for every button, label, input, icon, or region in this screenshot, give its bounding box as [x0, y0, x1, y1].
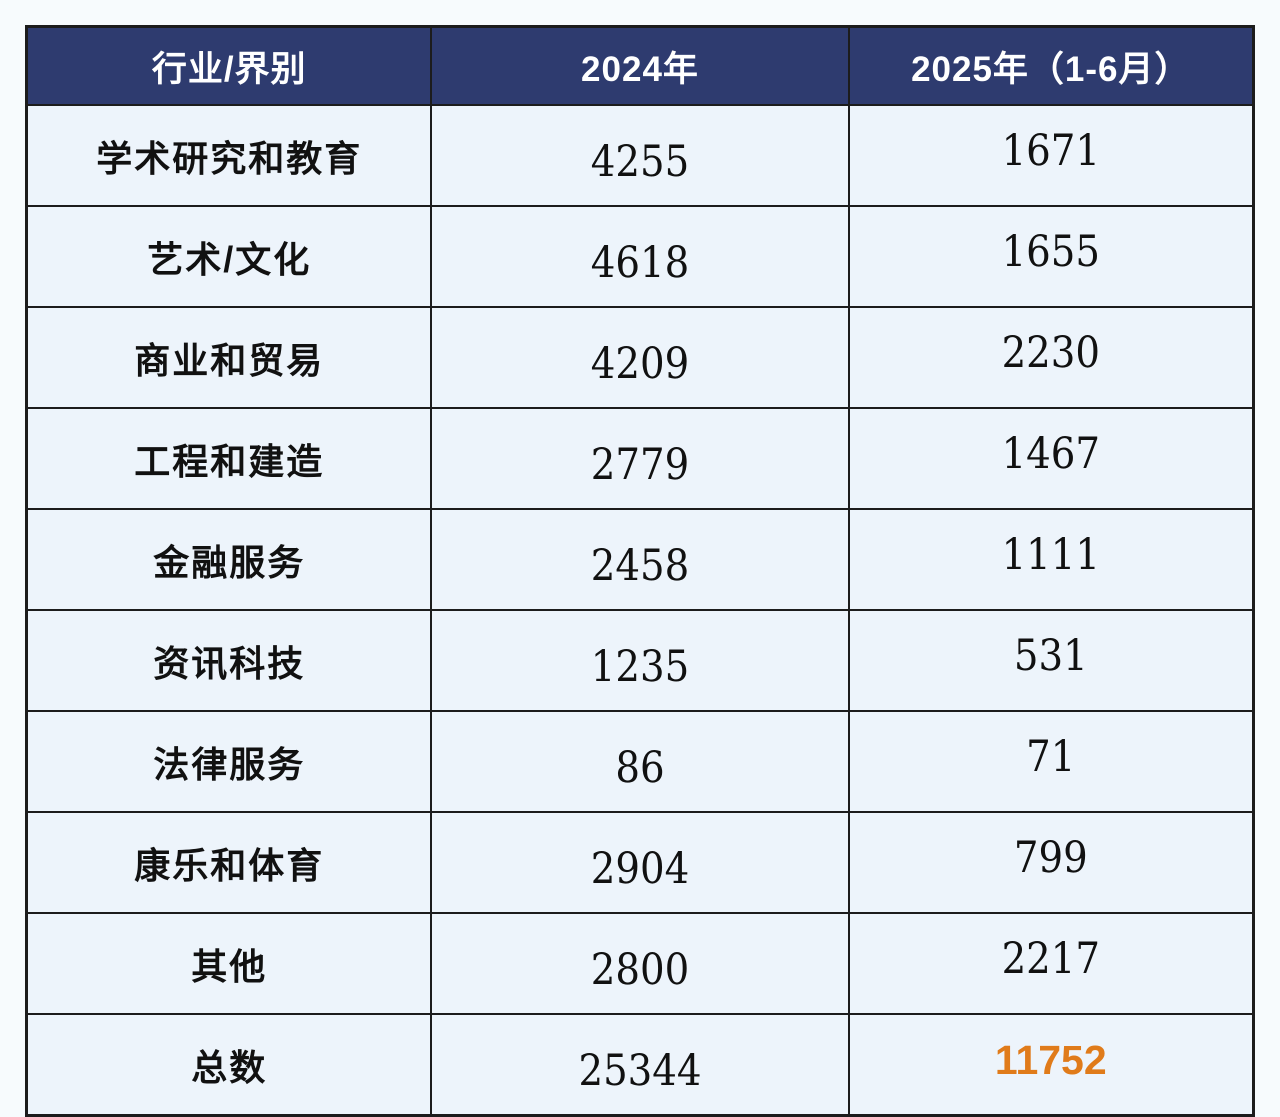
- column-header-2024: 2024年: [430, 25, 850, 106]
- row-label: 艺术/文化: [25, 205, 433, 308]
- row-label: 工程和建造: [25, 407, 433, 510]
- total-value-2025-highlighted: 11752: [847, 1013, 1255, 1117]
- value-2024: 86: [430, 710, 850, 813]
- value-2024: 2800: [430, 912, 850, 1015]
- value-2024: 4618: [430, 205, 850, 308]
- row-label: 康乐和体育: [25, 811, 433, 914]
- table-row-others: 其他 2800 2217: [25, 912, 1255, 1015]
- table-row-engineering-construction: 工程和建造 2779 1467: [25, 407, 1255, 510]
- column-header-2025: 2025年（1-6月）: [847, 25, 1255, 106]
- row-label: 商业和贸易: [25, 306, 433, 409]
- table-row-business-trade: 商业和贸易 4209 2230: [25, 306, 1255, 409]
- table-row-information-technology: 资讯科技 1235 531: [25, 609, 1255, 712]
- industry-stats-table: 行业/界别 2024年 2025年（1-6月） 学术研究和教育 4255 167…: [25, 25, 1255, 1117]
- table-row-arts-culture: 艺术/文化 4618 1655: [25, 205, 1255, 308]
- value-2025: 2230: [847, 306, 1255, 409]
- value-2025: 799: [847, 811, 1255, 914]
- value-2025: 71: [847, 710, 1255, 813]
- table-row-legal-services: 法律服务 86 71: [25, 710, 1255, 813]
- value-2024: 2458: [430, 508, 850, 611]
- value-2025: 1111: [847, 508, 1255, 611]
- row-label: 其他: [25, 912, 433, 1015]
- column-header-industry: 行业/界别: [25, 25, 433, 106]
- value-2024: 4255: [430, 104, 850, 207]
- row-label: 法律服务: [25, 710, 433, 813]
- header-row: 行业/界别 2024年 2025年（1-6月）: [25, 25, 1255, 106]
- value-2024: 2779: [430, 407, 850, 510]
- industry-table-page: 行业/界别 2024年 2025年（1-6月） 学术研究和教育 4255 167…: [25, 25, 1255, 1117]
- value-2024: 1235: [430, 609, 850, 712]
- row-label: 金融服务: [25, 508, 433, 611]
- row-label: 资讯科技: [25, 609, 433, 712]
- row-label: 学术研究和教育: [25, 104, 433, 207]
- value-2025: 531: [847, 609, 1255, 712]
- value-2025: 1671: [847, 104, 1255, 207]
- total-row-label: 总数: [25, 1013, 433, 1117]
- value-2024: 2904: [430, 811, 850, 914]
- value-2025: 2217: [847, 912, 1255, 1015]
- table-row-financial-services: 金融服务 2458 1111: [25, 508, 1255, 611]
- table-row-recreation-sports: 康乐和体育 2904 799: [25, 811, 1255, 914]
- table-row-academic: 学术研究和教育 4255 1671: [25, 104, 1255, 207]
- value-2025: 1655: [847, 205, 1255, 308]
- value-2025: 1467: [847, 407, 1255, 510]
- total-row: 总数 25344 11752: [25, 1013, 1255, 1117]
- value-2024: 4209: [430, 306, 850, 409]
- total-value-2024: 25344: [430, 1013, 850, 1117]
